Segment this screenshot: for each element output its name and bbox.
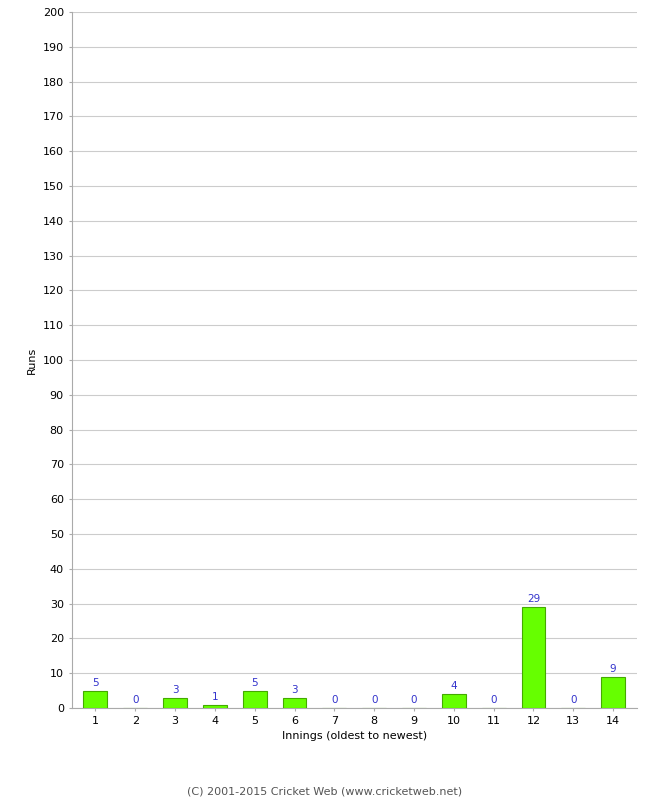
Text: 0: 0 [132, 695, 138, 706]
X-axis label: Innings (oldest to newest): Innings (oldest to newest) [281, 731, 427, 741]
Bar [442, 694, 466, 708]
Text: 29: 29 [527, 594, 540, 604]
Text: 9: 9 [610, 664, 616, 674]
Text: 0: 0 [570, 695, 577, 706]
Text: 0: 0 [331, 695, 337, 706]
Bar [521, 607, 545, 708]
Text: 5: 5 [252, 678, 258, 688]
Text: 4: 4 [450, 682, 457, 691]
Text: 0: 0 [371, 695, 378, 706]
Bar [283, 698, 306, 708]
Text: (C) 2001-2015 Cricket Web (www.cricketweb.net): (C) 2001-2015 Cricket Web (www.cricketwe… [187, 786, 463, 796]
Text: 3: 3 [291, 685, 298, 694]
Text: 0: 0 [411, 695, 417, 706]
Bar [163, 698, 187, 708]
Text: 1: 1 [211, 692, 218, 702]
Bar [242, 690, 266, 708]
Y-axis label: Runs: Runs [27, 346, 37, 374]
Bar [83, 690, 107, 708]
Text: 0: 0 [490, 695, 497, 706]
Text: 3: 3 [172, 685, 178, 694]
Bar [203, 705, 227, 708]
Bar [601, 677, 625, 708]
Text: 5: 5 [92, 678, 99, 688]
